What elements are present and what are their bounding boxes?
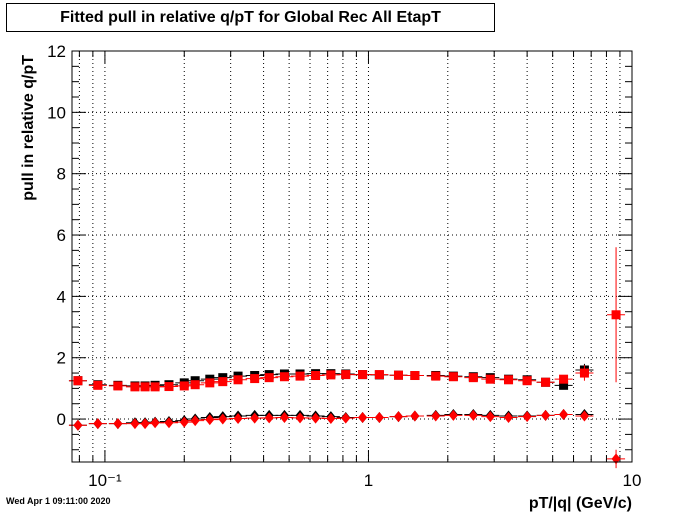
data-point [295, 412, 305, 424]
data-point [311, 412, 321, 424]
data-point [113, 418, 123, 430]
data-point [504, 412, 514, 424]
data-point [374, 370, 384, 380]
data-point [93, 380, 103, 390]
data-point [358, 412, 368, 424]
data-point [431, 410, 441, 422]
data-point [218, 413, 228, 425]
data-point [541, 377, 551, 387]
data-point [250, 374, 260, 384]
data-point [130, 382, 140, 392]
data-point [485, 374, 495, 384]
data-point [410, 410, 420, 422]
data-point [541, 409, 551, 421]
series-1 [68, 247, 626, 392]
data-point [150, 382, 160, 392]
data-point [130, 418, 140, 430]
data-point [233, 375, 243, 385]
data-point [559, 374, 569, 384]
data-point [140, 418, 150, 430]
data-point [73, 419, 83, 431]
y-tick-label: 0 [57, 410, 66, 429]
series-3 [68, 408, 626, 469]
data-point [205, 414, 215, 426]
data-point [295, 371, 305, 381]
data-point [468, 409, 478, 421]
data-point [233, 412, 243, 424]
data-point [179, 416, 189, 428]
series [68, 247, 626, 469]
x-tick-label: 10 [623, 471, 642, 490]
y-tick-label: 4 [57, 287, 66, 306]
timestamp: Wed Apr 1 09:11:00 2020 [6, 496, 111, 506]
data-point [504, 375, 514, 385]
data-point [264, 412, 274, 424]
data-point [468, 373, 478, 383]
data-point [264, 373, 274, 383]
y-axis-label: pull in relative q/pT [20, 55, 37, 201]
data-point [190, 415, 200, 427]
data-point [559, 380, 569, 390]
data-point [431, 371, 441, 381]
axes: 10⁻¹ 1 10 0 2 4 6 8 10 12 [47, 42, 641, 490]
x-axis-label: pT/|q| (GeV/c) [529, 495, 632, 512]
data-point [140, 382, 150, 392]
data-point [150, 417, 160, 429]
grid [72, 50, 633, 462]
y-tick-label: 2 [57, 349, 66, 368]
data-point [164, 417, 174, 429]
data-point [579, 410, 589, 422]
y-tick-label: 8 [57, 165, 66, 184]
data-point [279, 372, 289, 382]
data-point [358, 370, 368, 380]
data-point [374, 412, 384, 424]
data-point [393, 370, 403, 380]
y-tick-label: 6 [57, 226, 66, 245]
data-point [326, 412, 336, 424]
data-point [522, 376, 532, 386]
data-point [579, 368, 589, 378]
data-point [611, 453, 621, 465]
data-point [326, 370, 336, 380]
x-tick-label: 10⁻¹ [88, 471, 122, 490]
data-point [611, 310, 621, 320]
plot-frame [71, 50, 633, 463]
data-point [448, 409, 458, 421]
data-point [93, 418, 103, 430]
y-tick-label: 10 [47, 103, 66, 122]
y-tick-label: 12 [47, 42, 66, 61]
data-point [485, 411, 495, 423]
data-point [218, 377, 228, 387]
data-point [164, 382, 174, 392]
data-point [190, 380, 200, 390]
data-point [559, 408, 569, 420]
data-point [448, 372, 458, 382]
x-tick-label: 1 [364, 471, 373, 490]
data-point [522, 411, 532, 423]
data-point [279, 412, 289, 424]
chart-title: Fitted pull in relative q/pT for Global … [6, 3, 495, 32]
data-point [410, 371, 420, 381]
data-point [341, 412, 351, 424]
data-point [393, 411, 403, 423]
data-point [73, 376, 83, 386]
data-point [179, 381, 189, 391]
data-point [205, 378, 215, 388]
data-point [250, 412, 260, 424]
data-point [311, 371, 321, 381]
data-point [113, 381, 123, 391]
data-point [341, 370, 351, 380]
